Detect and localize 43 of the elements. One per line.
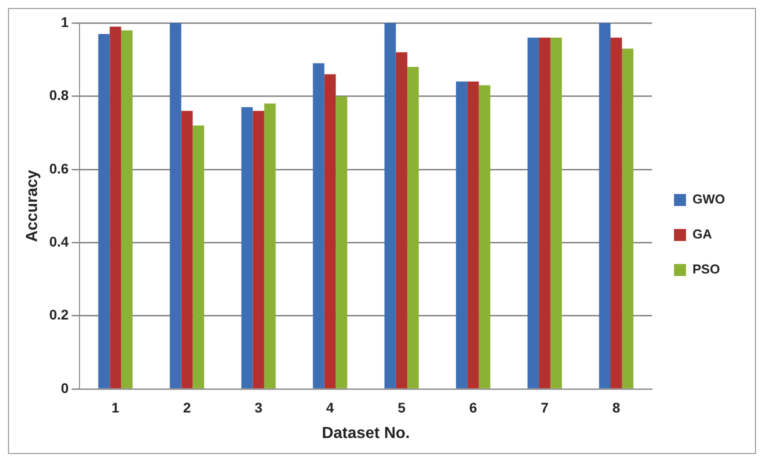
bar [252, 110, 264, 388]
x-tick-label: 8 [612, 399, 620, 416]
x-tick-label: 5 [398, 399, 406, 416]
bar [110, 26, 122, 388]
y-tick-label: 0.6 [49, 160, 69, 176]
y-axis-title: Accuracy [24, 170, 42, 242]
bar [467, 82, 479, 388]
legend-label: GWO [692, 192, 726, 207]
bar [192, 125, 204, 388]
bar [550, 38, 562, 388]
y-tick-label: 0.2 [49, 306, 69, 323]
x-tick-label: 7 [540, 399, 549, 416]
bar [264, 104, 276, 388]
bar [336, 96, 348, 388]
y-tick-label: 0.4 [49, 233, 69, 250]
bar [599, 23, 611, 388]
bar [538, 38, 550, 388]
x-tick-label: 4 [326, 399, 334, 416]
bar [324, 74, 336, 388]
bar [396, 52, 408, 388]
bar [407, 66, 419, 388]
x-tick-label: 1 [112, 399, 120, 416]
x-tick-label: 6 [469, 399, 478, 416]
x-tick-label: 2 [183, 399, 192, 416]
legend-label: GA [692, 226, 713, 242]
bar [478, 85, 490, 388]
bar [98, 34, 110, 388]
bar [610, 38, 622, 388]
bar [384, 23, 396, 388]
y-tick-label: 0 [60, 380, 69, 396]
bar [170, 23, 182, 388]
legend-label: PSO [692, 262, 720, 277]
bar [241, 107, 253, 388]
bar [622, 48, 634, 388]
bar [312, 63, 324, 388]
x-axis-title: Dataset No. [322, 424, 410, 442]
bar [121, 30, 133, 388]
x-tick-label: 3 [254, 399, 263, 416]
y-tick-label: 0.8 [49, 87, 69, 104]
bar [528, 38, 539, 388]
y-tick-label: 1 [60, 14, 69, 30]
bar [181, 110, 193, 388]
bar [456, 82, 468, 388]
